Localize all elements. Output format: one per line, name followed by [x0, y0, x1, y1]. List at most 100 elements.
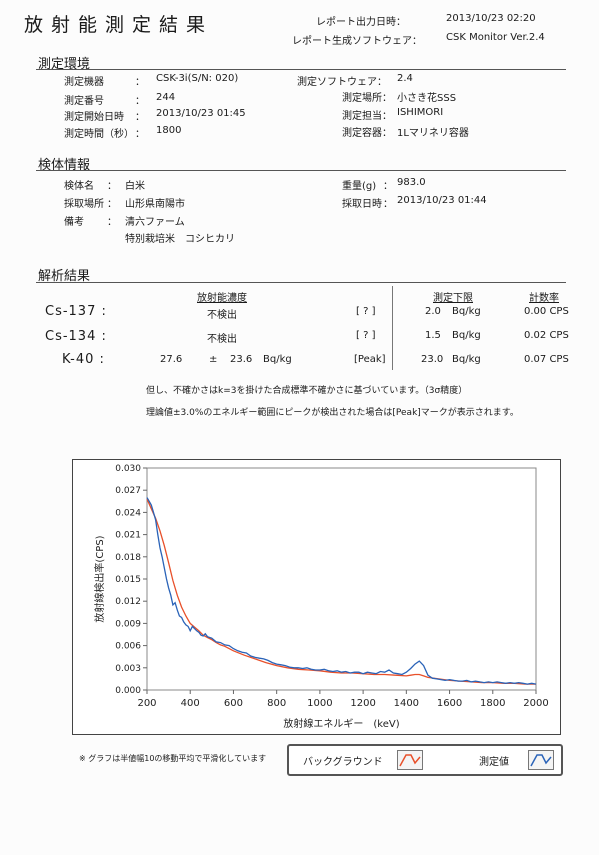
uncertainty-note: 但し、不確かさはk=3を掛けた合成標準不確かさに基づいています。（3σ精度） — [146, 386, 468, 396]
duration-label: 測定時間（秒） — [64, 129, 134, 140]
analysis-heading: 解析結果 — [38, 269, 91, 284]
sample-note-colon: ： — [107, 217, 117, 228]
col-concentration: 放射能濃度 — [197, 293, 247, 304]
k40-rate: 0.07 CPS — [524, 354, 569, 365]
place-value: 小さき花SSS — [397, 93, 457, 104]
x-tick-label: 2000 — [523, 698, 548, 709]
cs134-limit-unit: Bq/kg — [452, 330, 481, 341]
k40-limit-unit: Bq/kg — [452, 354, 481, 365]
analysis-divider — [36, 282, 566, 283]
y-tick-label: 0.030 — [115, 464, 141, 474]
nuclide-cs134: Cs-134 : — [45, 329, 107, 344]
report-output-label: レポート出力日時： — [316, 17, 406, 28]
y-tick-label: 0.006 — [115, 642, 141, 652]
col-count-rate: 計数率 — [529, 293, 559, 304]
spectrum-chart: 0.000 0.003 0.006 0.009 0.012 0.015 0.018 0.021… — [93, 464, 549, 730]
number-colon: ： — [135, 96, 145, 107]
sample-date-label: 採取日時 — [342, 199, 382, 210]
k40-limit: 23.0 — [421, 354, 444, 365]
x-tick-label: 1000 — [307, 698, 332, 709]
k40-flag: [Peak] — [354, 354, 386, 365]
page-title: 放射能測定結果 — [24, 14, 214, 36]
sample-note-line1: 清六ファーム — [125, 217, 185, 228]
env-heading: 測定環境 — [38, 57, 91, 72]
software-label: 測定ソフトウェア： — [297, 77, 387, 88]
y-tick-label: 0.027 — [115, 486, 141, 496]
person-label: 測定担当： — [342, 111, 392, 122]
report-software-label: レポート生成ソフトウェア： — [292, 36, 422, 47]
k40-value: 27.6 — [160, 354, 183, 365]
cs137-limit-unit: Bq/kg — [452, 306, 481, 317]
sample-location-label: 採取場所 — [64, 199, 104, 210]
column-divider — [392, 286, 393, 370]
y-tick-label: 0.024 — [115, 508, 141, 518]
device-colon: ： — [135, 77, 145, 88]
measured-series-line — [146, 497, 537, 685]
sample-name-label: 検体名 — [64, 181, 94, 192]
x-tick-label: 800 — [267, 698, 286, 709]
legend-measured-line — [530, 754, 552, 767]
container-value: 1Lマリネリ容器 — [397, 128, 469, 139]
weight-label: 重量(g) — [342, 181, 377, 192]
col-detection-limit: 測定下限 — [433, 293, 473, 304]
x-tick-label: 1600 — [437, 698, 462, 709]
plot-area — [146, 467, 537, 691]
weight-value: 983.0 — [397, 177, 426, 188]
sample-date-colon: ： — [383, 199, 393, 210]
cs137-concentration: 不検出 — [207, 310, 237, 321]
number-value: 244 — [156, 92, 176, 103]
start-label: 測定開始日時 — [64, 112, 124, 123]
y-tick-label: 0.009 — [115, 619, 141, 629]
device-label: 測定機器 — [64, 77, 104, 88]
x-tick-label: 1400 — [394, 698, 419, 709]
peak-note: 理論値±3.0%のエネルギー範囲にピークが検出された場合は[Peak]マークが表… — [146, 408, 519, 418]
person-value: ISHIMORI — [397, 107, 444, 118]
x-tick-label: 1800 — [480, 698, 505, 709]
software-value: 2.4 — [397, 73, 413, 84]
nuclide-k40: K-40 : — [62, 352, 105, 367]
duration-value: 1800 — [156, 125, 182, 136]
sample-location-value: 山形県南陽市 — [125, 199, 185, 210]
cs134-limit: 1.5 — [425, 330, 441, 341]
device-value: CSK-3i(S/N: 020) — [156, 73, 239, 84]
legend-background-label: バックグラウンド — [303, 757, 383, 768]
x-tick-label: 600 — [224, 698, 243, 709]
k40-uncertainty: 23.6 — [230, 354, 253, 365]
sample-name-value: 白米 — [125, 181, 145, 192]
y-tick-label: 0.021 — [115, 531, 141, 541]
place-label: 測定場所： — [342, 93, 392, 104]
sample-name-colon: ： — [107, 181, 117, 192]
sample-divider — [36, 170, 566, 171]
number-label: 測定番号 — [64, 96, 104, 107]
y-tick-label: 0.012 — [115, 597, 141, 607]
sample-note-line2: 特別栽培米 コシヒカリ — [125, 234, 235, 245]
spectrum-chart-frame: 0.000 0.003 0.006 0.009 0.012 0.015 0.018 0.021… — [72, 459, 561, 735]
cs137-rate: 0.00 CPS — [524, 306, 569, 317]
x-tick-label: 1200 — [350, 698, 375, 709]
x-tick-label: 200 — [137, 698, 156, 709]
sample-note-label: 備考 — [64, 217, 84, 228]
legend-measured-swatch — [528, 750, 554, 770]
start-value: 2013/10/23 01:45 — [156, 108, 246, 119]
report-output-value: 2013/10/23 02:20 — [446, 13, 536, 24]
sample-date-value: 2013/10/23 01:44 — [397, 195, 487, 206]
env-divider — [36, 69, 566, 70]
chart-legend: バックグラウンド 測定値 — [287, 744, 563, 776]
smoothing-footnote: ※ グラフは半値幅10の移動平均で平滑化しています — [79, 754, 267, 763]
legend-measured-label: 測定値 — [479, 757, 509, 768]
report-software-value: CSK Monitor Ver.2.4 — [446, 32, 545, 43]
cs134-concentration: 不検出 — [207, 334, 237, 345]
cs137-limit: 2.0 — [425, 306, 441, 317]
cs134-rate: 0.02 CPS — [524, 330, 569, 341]
cs134-flag: [ ? ] — [356, 330, 376, 341]
cs137-flag: [ ? ] — [356, 306, 376, 317]
k40-value-unit: Bq/kg — [263, 354, 292, 365]
x-tick-label: 400 — [181, 698, 200, 709]
nuclide-cs137: Cs-137 : — [45, 304, 107, 319]
y-axis-label: 放射線検出率(CPS) — [93, 535, 106, 622]
y-tick-label: 0.000 — [115, 686, 141, 696]
y-tick-label: 0.015 — [115, 575, 141, 585]
duration-colon: ： — [135, 129, 145, 140]
weight-colon: ： — [383, 181, 393, 192]
y-tick-label: 0.018 — [115, 553, 141, 563]
